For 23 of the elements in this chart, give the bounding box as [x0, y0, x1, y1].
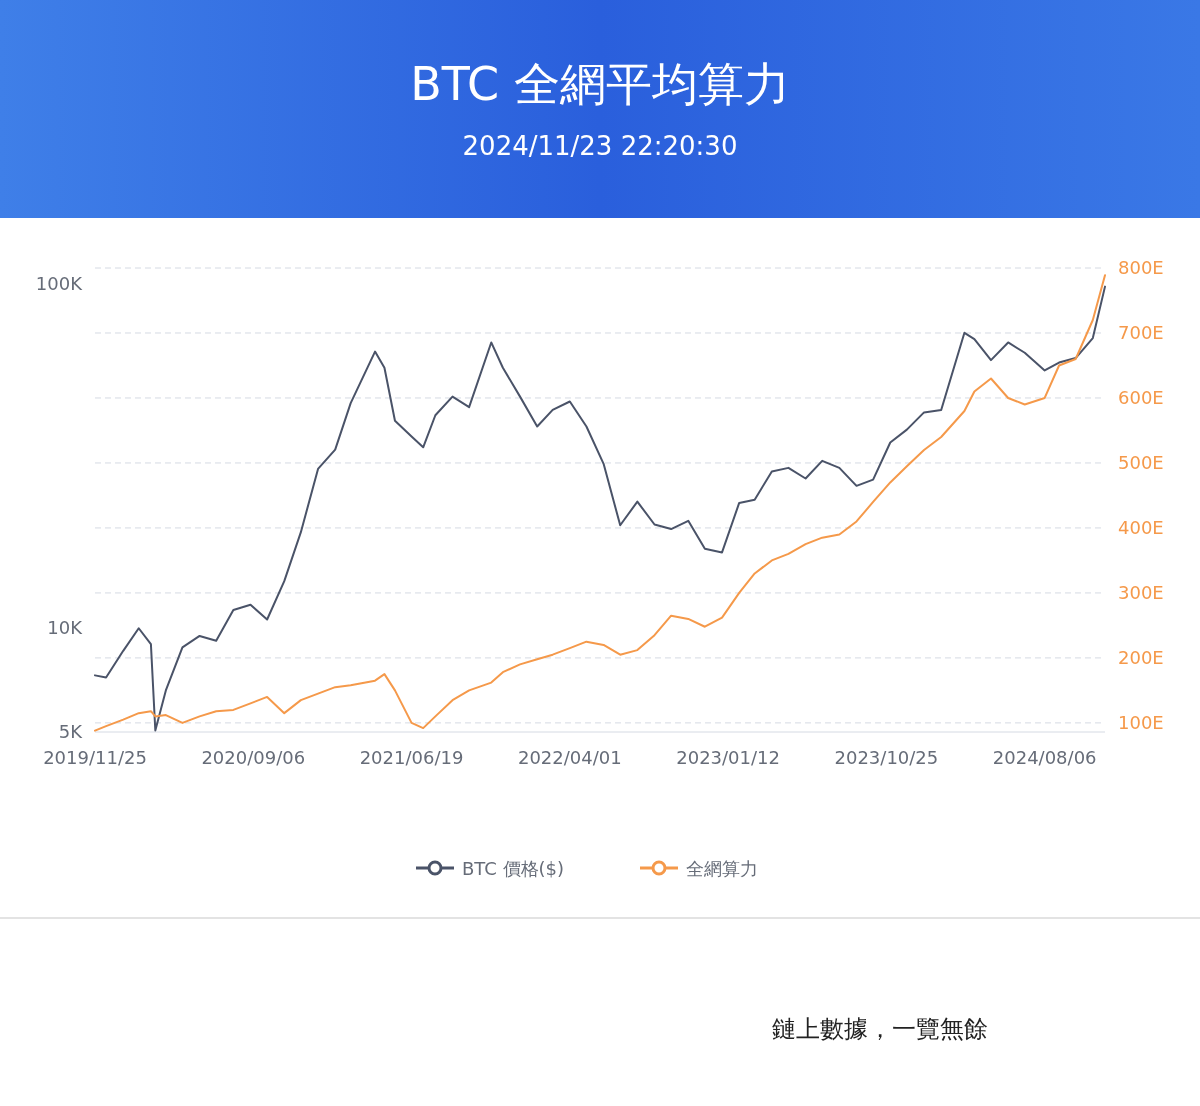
legend-label: 全網算力	[686, 858, 758, 879]
x-tick-label: 2023/10/25	[834, 747, 939, 768]
chart-subtitle: 2024/11/23 22:20:30	[462, 131, 738, 161]
x-tick-label: 2020/09/06	[201, 747, 306, 768]
y2-tick-label: 700E	[1118, 321, 1164, 343]
x-tick-label: 2019/11/25	[43, 747, 147, 768]
y-tick-label: 5K	[58, 721, 84, 742]
y2-tick-label: 100E	[1118, 711, 1164, 733]
y2-tick-label: 200E	[1118, 646, 1164, 668]
y2-tick-label: 300E	[1118, 581, 1164, 603]
x-tick-label: 2023/01/12	[676, 747, 780, 768]
x-tick-label: 2022/04/01	[517, 747, 622, 768]
chart-title: BTC 全網平均算力	[410, 57, 790, 111]
x-tick-label: 2024/08/06	[992, 747, 1097, 768]
y2-tick-label: 600E	[1118, 386, 1164, 408]
y2-tick-label: 400E	[1118, 516, 1164, 538]
legend-label: BTC 價格($)	[462, 858, 565, 879]
y-tick-label: 100K	[35, 272, 84, 294]
y2-tick-label: 500E	[1118, 451, 1164, 473]
y-tick-label: 10K	[47, 617, 84, 639]
text: 鏈上數據，一覽無餘	[772, 1015, 988, 1043]
y2-tick-label: 800E	[1118, 257, 1164, 278]
x-tick-label: 2021/06/19	[359, 747, 464, 768]
